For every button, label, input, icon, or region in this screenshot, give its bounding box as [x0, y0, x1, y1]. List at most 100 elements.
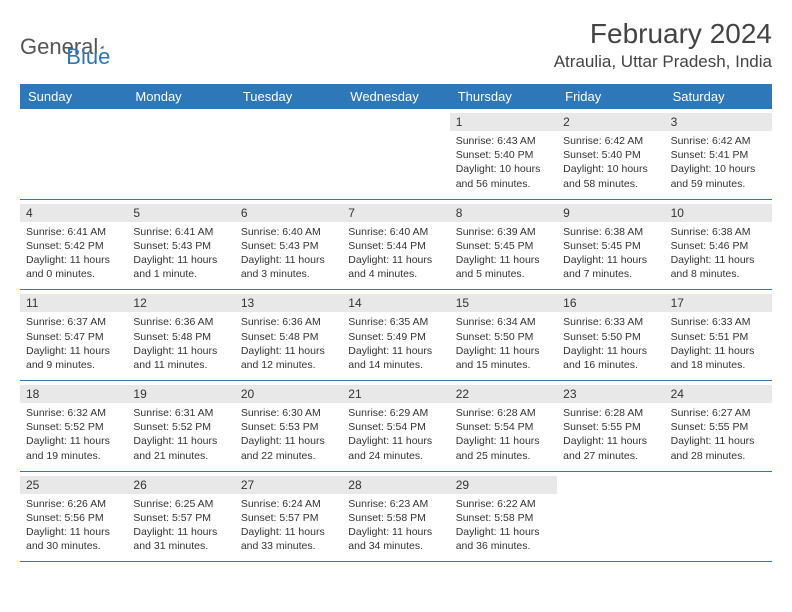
- day-detail: Sunrise: 6:33 AM: [671, 315, 766, 329]
- day-detail: Sunset: 5:49 PM: [348, 330, 443, 344]
- calendar-cell: 9Sunrise: 6:38 AMSunset: 5:45 PMDaylight…: [557, 200, 664, 290]
- day-detail: Daylight: 11 hours: [348, 344, 443, 358]
- calendar-body: 1Sunrise: 6:43 AMSunset: 5:40 PMDaylight…: [20, 109, 772, 562]
- day-detail: Daylight: 11 hours: [456, 253, 551, 267]
- weekday-label: Saturday: [665, 84, 772, 109]
- day-detail: Sunset: 5:54 PM: [348, 420, 443, 434]
- calendar-cell: 10Sunrise: 6:38 AMSunset: 5:46 PMDayligh…: [665, 200, 772, 290]
- month-title: February 2024: [554, 18, 772, 50]
- daynum-row: 29: [450, 476, 557, 494]
- calendar-cell: 3Sunrise: 6:42 AMSunset: 5:41 PMDaylight…: [665, 109, 772, 199]
- daynum-row: 5: [127, 204, 234, 222]
- calendar-cell: 22Sunrise: 6:28 AMSunset: 5:54 PMDayligh…: [450, 381, 557, 471]
- daynum-row: 10: [665, 204, 772, 222]
- day-number: 27: [241, 478, 336, 492]
- calendar-cell: 21Sunrise: 6:29 AMSunset: 5:54 PMDayligh…: [342, 381, 449, 471]
- calendar-cell: 26Sunrise: 6:25 AMSunset: 5:57 PMDayligh…: [127, 472, 234, 562]
- calendar-week: 11Sunrise: 6:37 AMSunset: 5:47 PMDayligh…: [20, 290, 772, 381]
- calendar-cell: 13Sunrise: 6:36 AMSunset: 5:48 PMDayligh…: [235, 290, 342, 380]
- daynum-row: 19: [127, 385, 234, 403]
- day-number: 3: [671, 115, 766, 129]
- day-number: 13: [241, 296, 336, 310]
- calendar-cell: 16Sunrise: 6:33 AMSunset: 5:50 PMDayligh…: [557, 290, 664, 380]
- daynum-row: 26: [127, 476, 234, 494]
- day-detail: and 28 minutes.: [671, 449, 766, 463]
- day-number: [133, 115, 228, 129]
- day-detail: Daylight: 11 hours: [671, 344, 766, 358]
- day-detail: Sunset: 5:57 PM: [241, 511, 336, 525]
- day-detail: Daylight: 11 hours: [348, 525, 443, 539]
- day-detail: Sunrise: 6:38 AM: [671, 225, 766, 239]
- day-detail: Sunrise: 6:41 AM: [133, 225, 228, 239]
- weekday-label: Wednesday: [342, 84, 449, 109]
- day-detail: Daylight: 11 hours: [456, 344, 551, 358]
- day-number: 24: [671, 387, 766, 401]
- day-number: 23: [563, 387, 658, 401]
- day-detail: and 5 minutes.: [456, 267, 551, 281]
- calendar-week: 18Sunrise: 6:32 AMSunset: 5:52 PMDayligh…: [20, 381, 772, 472]
- day-detail: Daylight: 11 hours: [133, 253, 228, 267]
- daynum-row: 15: [450, 294, 557, 312]
- day-detail: Sunset: 5:51 PM: [671, 330, 766, 344]
- day-detail: Daylight: 11 hours: [563, 434, 658, 448]
- day-detail: and 56 minutes.: [456, 177, 551, 191]
- day-detail: Daylight: 11 hours: [241, 253, 336, 267]
- day-number: [26, 115, 121, 129]
- day-detail: Sunrise: 6:41 AM: [26, 225, 121, 239]
- day-detail: Sunrise: 6:28 AM: [563, 406, 658, 420]
- calendar-cell: 25Sunrise: 6:26 AMSunset: 5:56 PMDayligh…: [20, 472, 127, 562]
- day-detail: Sunset: 5:45 PM: [563, 239, 658, 253]
- daynum-row: 8: [450, 204, 557, 222]
- day-detail: Sunset: 5:52 PM: [133, 420, 228, 434]
- day-detail: Sunset: 5:54 PM: [456, 420, 551, 434]
- day-detail: and 15 minutes.: [456, 358, 551, 372]
- calendar-cell: [342, 109, 449, 199]
- day-detail: and 9 minutes.: [26, 358, 121, 372]
- daynum-row: 27: [235, 476, 342, 494]
- day-detail: Daylight: 11 hours: [241, 344, 336, 358]
- daynum-row: 20: [235, 385, 342, 403]
- day-detail: Sunset: 5:50 PM: [456, 330, 551, 344]
- day-detail: Sunset: 5:50 PM: [563, 330, 658, 344]
- day-detail: Sunset: 5:43 PM: [241, 239, 336, 253]
- daynum-row: 22: [450, 385, 557, 403]
- calendar-cell: 17Sunrise: 6:33 AMSunset: 5:51 PMDayligh…: [665, 290, 772, 380]
- day-number: 18: [26, 387, 121, 401]
- day-detail: Sunset: 5:52 PM: [26, 420, 121, 434]
- day-number: [348, 115, 443, 129]
- calendar-cell: 19Sunrise: 6:31 AMSunset: 5:52 PMDayligh…: [127, 381, 234, 471]
- day-number: 29: [456, 478, 551, 492]
- day-number: 8: [456, 206, 551, 220]
- daynum-row: 6: [235, 204, 342, 222]
- day-detail: Daylight: 11 hours: [563, 253, 658, 267]
- calendar-cell: [557, 472, 664, 562]
- day-detail: Daylight: 10 hours: [671, 162, 766, 176]
- day-detail: Daylight: 11 hours: [26, 344, 121, 358]
- weekday-label: Monday: [127, 84, 234, 109]
- daynum-row: 24: [665, 385, 772, 403]
- day-number: 11: [26, 296, 121, 310]
- weekday-label: Sunday: [20, 84, 127, 109]
- calendar-cell: 7Sunrise: 6:40 AMSunset: 5:44 PMDaylight…: [342, 200, 449, 290]
- day-number: 12: [133, 296, 228, 310]
- day-detail: Daylight: 11 hours: [133, 344, 228, 358]
- day-detail: Sunrise: 6:22 AM: [456, 497, 551, 511]
- calendar-cell: 29 Sunrise: 6:22 AMSunset: 5:58 PMDayligh…: [450, 472, 557, 562]
- calendar-cell: 4Sunrise: 6:41 AMSunset: 5:42 PMDaylight…: [20, 200, 127, 290]
- day-detail: Sunrise: 6:40 AM: [348, 225, 443, 239]
- day-number: [671, 478, 766, 492]
- day-detail: Daylight: 11 hours: [671, 434, 766, 448]
- calendar-cell: [235, 109, 342, 199]
- day-detail: Daylight: 11 hours: [456, 525, 551, 539]
- calendar-cell: 11Sunrise: 6:37 AMSunset: 5:47 PMDayligh…: [20, 290, 127, 380]
- calendar-cell: 6Sunrise: 6:40 AMSunset: 5:43 PMDaylight…: [235, 200, 342, 290]
- daynum-row: 12: [127, 294, 234, 312]
- day-detail: Sunrise: 6:27 AM: [671, 406, 766, 420]
- day-detail: Sunset: 5:45 PM: [456, 239, 551, 253]
- day-number: 9: [563, 206, 658, 220]
- day-detail: Sunset: 5:58 PM: [456, 511, 551, 525]
- day-detail: and 33 minutes.: [241, 539, 336, 553]
- day-detail: Sunrise: 6:28 AM: [456, 406, 551, 420]
- day-detail: Sunrise: 6:30 AM: [241, 406, 336, 420]
- day-number: 20: [241, 387, 336, 401]
